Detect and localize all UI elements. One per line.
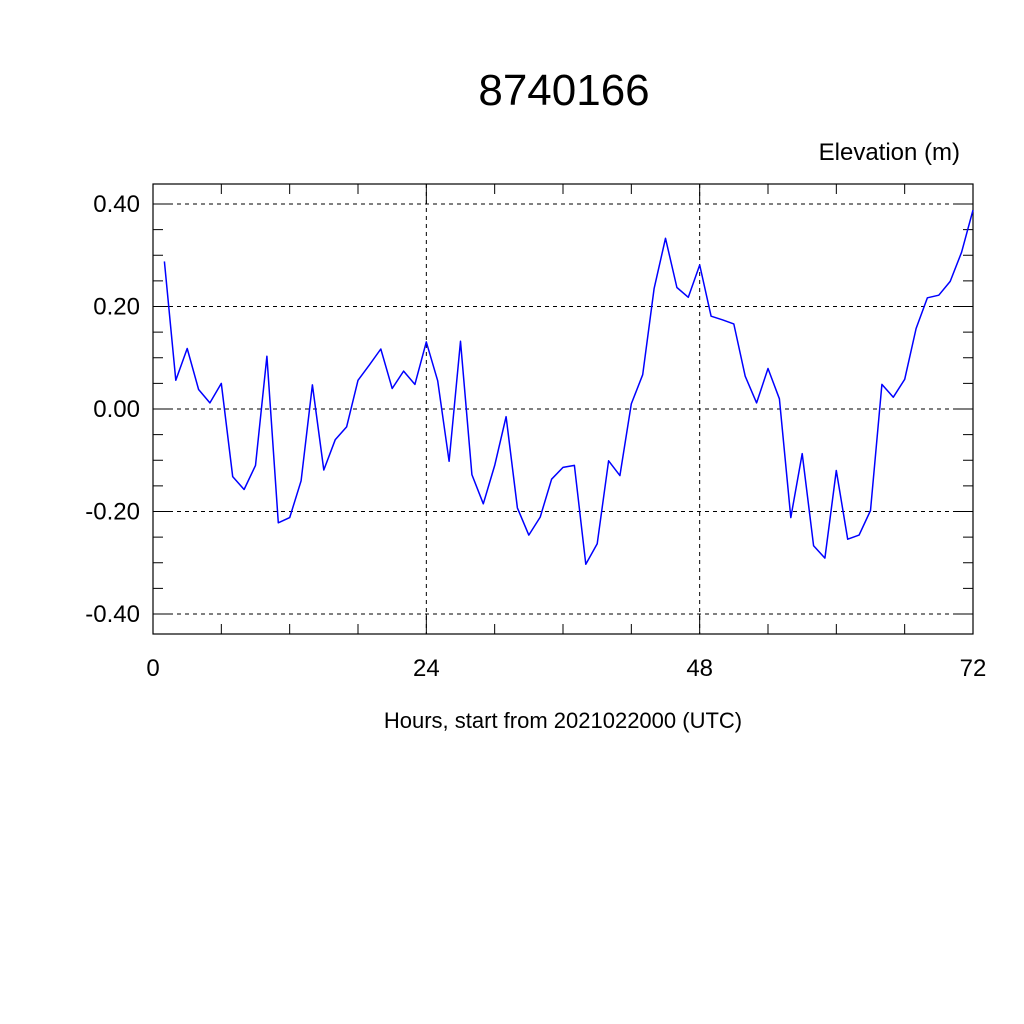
chart-title: 8740166 (478, 66, 650, 115)
x-tick-labels: 0 24 48 72 (146, 655, 986, 682)
y-tick-label: -0.40 (85, 601, 140, 628)
y-tick-label: 0.40 (93, 191, 140, 218)
x-axis-label: Hours, start from 2021022000 (UTC) (383, 708, 743, 733)
x-tick-label: 72 (960, 655, 987, 682)
grid-lines (153, 184, 974, 634)
x-tick-label: 0 (146, 655, 159, 682)
y-tick-label: 0.20 (93, 294, 140, 321)
minor-ticks (153, 184, 973, 634)
x-tick-label: 24 (413, 655, 440, 682)
series-group (163, 209, 974, 566)
plot-border (152, 183, 974, 635)
y-tick-labels: -0.40 -0.20 0.00 0.20 0.40 (85, 191, 140, 628)
plot-frame (152, 183, 974, 635)
x-tick-label: 48 (686, 655, 713, 682)
y-axis-label: Elevation (m) (818, 139, 960, 166)
y-tick-label: 0.00 (93, 396, 140, 423)
y-tick-label: -0.20 (85, 499, 140, 526)
series-line-0 (163, 209, 974, 566)
